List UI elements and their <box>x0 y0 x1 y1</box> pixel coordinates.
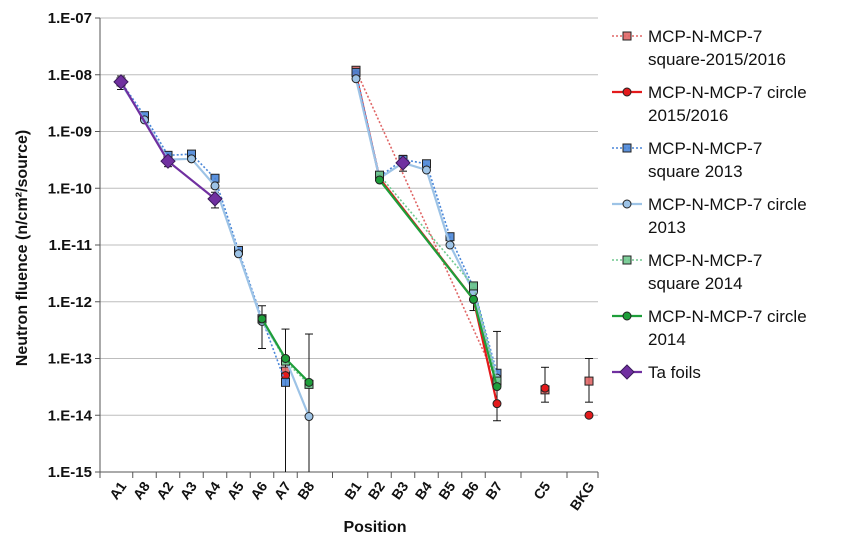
x-tick-label: A4 <box>200 478 223 502</box>
legend-entry: MCP-N-MCP-7 circle 2013 <box>612 195 807 237</box>
legend-marker <box>622 255 632 265</box>
legend-entry: MCP-N-MCP-7 circle 2014 <box>612 307 807 349</box>
x-tick-label: B6 <box>459 478 482 502</box>
x-tick-label: A1 <box>106 478 129 502</box>
data-point <box>492 399 502 409</box>
legend-label: 2013 <box>648 218 686 237</box>
legend-marker <box>622 87 632 97</box>
data-point <box>395 155 411 171</box>
y-tick-label: 1.E-07 <box>48 10 92 27</box>
data-point <box>207 191 223 207</box>
data-point <box>160 153 176 169</box>
series-line <box>120 82 311 417</box>
legend-label: Ta foils <box>648 363 701 382</box>
legend-label: square 2014 <box>648 274 743 293</box>
y-tick-label: 1.E-15 <box>48 464 92 481</box>
data-point <box>445 240 455 250</box>
y-tick-label: 1.E-14 <box>48 407 93 424</box>
x-tick-label: A3 <box>177 478 200 502</box>
y-tick-label: 1.E-09 <box>48 124 92 141</box>
legend-entry: MCP-N-MCP-7 square 2014 <box>612 251 762 293</box>
legend-entry: Ta foils <box>612 363 701 382</box>
data-point <box>469 294 478 304</box>
data-point <box>469 281 478 291</box>
legend-label: MCP-N-MCP-7 <box>648 251 762 270</box>
legend-entry: MCP-N-MCP-7 circle 2015/2016 <box>612 83 807 125</box>
data-point <box>281 377 290 387</box>
legend-marker <box>619 364 635 380</box>
legend: MCP-N-MCP-7 square-2015/2016 MCP-N-MCP-7 c… <box>612 27 807 382</box>
legend-entry: MCP-N-MCP-7 square-2015/2016 <box>612 27 786 69</box>
series-1 <box>281 65 594 395</box>
y-tick-label: 1.E-10 <box>48 180 92 197</box>
legend-label: 2014 <box>648 330 686 349</box>
x-axis-title: Position <box>343 519 406 536</box>
data-point <box>492 382 502 392</box>
legend-label: square-2015/2016 <box>648 50 786 69</box>
data-point <box>113 74 129 90</box>
legend-marker <box>622 199 632 209</box>
series-group <box>113 65 594 422</box>
series-5 <box>257 170 502 389</box>
x-tick-label: A2 <box>153 478 176 502</box>
y-tick-labels: 1.E-07 1.E-08 1.E-09 1.E-10 1.E-11 1.E-12 1.E-… <box>48 10 100 481</box>
x-tick-label: A7 <box>271 478 294 502</box>
legend-label: MCP-N-MCP-7 <box>648 27 762 46</box>
series-7 <box>113 74 411 207</box>
legend-label: MCP-N-MCP-7 <box>648 139 762 158</box>
data-point <box>304 412 314 422</box>
x-tick-label: B4 <box>412 478 435 502</box>
y-tick-label: 1.E-12 <box>48 294 92 311</box>
y-tick-label: 1.E-11 <box>49 237 92 254</box>
legend-marker <box>622 31 632 41</box>
series-6 <box>257 175 502 392</box>
data-point <box>584 376 594 386</box>
data-point <box>281 354 290 363</box>
legend-label: MCP-N-MCP-7 circle <box>648 83 807 102</box>
x-tick-label: B5 <box>435 478 458 502</box>
x-tick-label: B7 <box>482 478 505 502</box>
legend-entry: MCP-N-MCP-7 square 2013 <box>612 139 762 181</box>
x-tick-label: A8 <box>130 478 153 502</box>
x-tick-label: B2 <box>365 478 388 502</box>
data-point <box>304 377 314 387</box>
x-tick-label: B1 <box>341 478 364 502</box>
x-tick-labels: A1 A8 A2 A3 A4 A5 A6 A7 B8 B1 B2 B3 B4 B5 B6 B7 C5 BKG <box>99 472 599 513</box>
series-line <box>120 81 216 200</box>
data-point <box>234 249 243 259</box>
data-point <box>584 410 594 420</box>
legend-label: square 2013 <box>648 162 743 181</box>
y-tick-label: 1.E-13 <box>48 351 92 368</box>
legend-label: MCP-N-MCP-7 circle <box>648 195 807 214</box>
series-line <box>355 72 498 374</box>
grid-lines <box>100 17 598 473</box>
error-bar <box>305 333 313 472</box>
data-point <box>257 314 267 324</box>
series-line <box>120 81 287 383</box>
data-point <box>210 181 220 191</box>
data-point <box>351 74 361 84</box>
y-tick-label: 1.E-08 <box>48 67 92 84</box>
x-tick-label: B8 <box>294 478 317 502</box>
data-point <box>187 154 196 164</box>
legend-label: MCP-N-MCP-7 circle <box>648 307 807 326</box>
data-point <box>422 165 431 175</box>
y-axis-title: Neutron fluence (n/cm²/source) <box>14 130 31 366</box>
legend-marker <box>622 311 632 321</box>
data-point <box>540 383 550 393</box>
x-tick-label: B3 <box>388 478 411 502</box>
error-bar <box>258 305 266 350</box>
series-line <box>355 69 498 382</box>
x-tick-label: C5 <box>530 478 553 502</box>
legend-label: 2015/2016 <box>648 106 728 125</box>
x-tick-label: BKG <box>566 478 597 513</box>
error-bar <box>281 328 290 472</box>
x-tick-label: A5 <box>224 478 247 502</box>
error-bars <box>117 75 593 472</box>
legend-marker <box>622 143 632 153</box>
x-tick-label: A6 <box>247 478 270 502</box>
data-point <box>375 175 384 185</box>
